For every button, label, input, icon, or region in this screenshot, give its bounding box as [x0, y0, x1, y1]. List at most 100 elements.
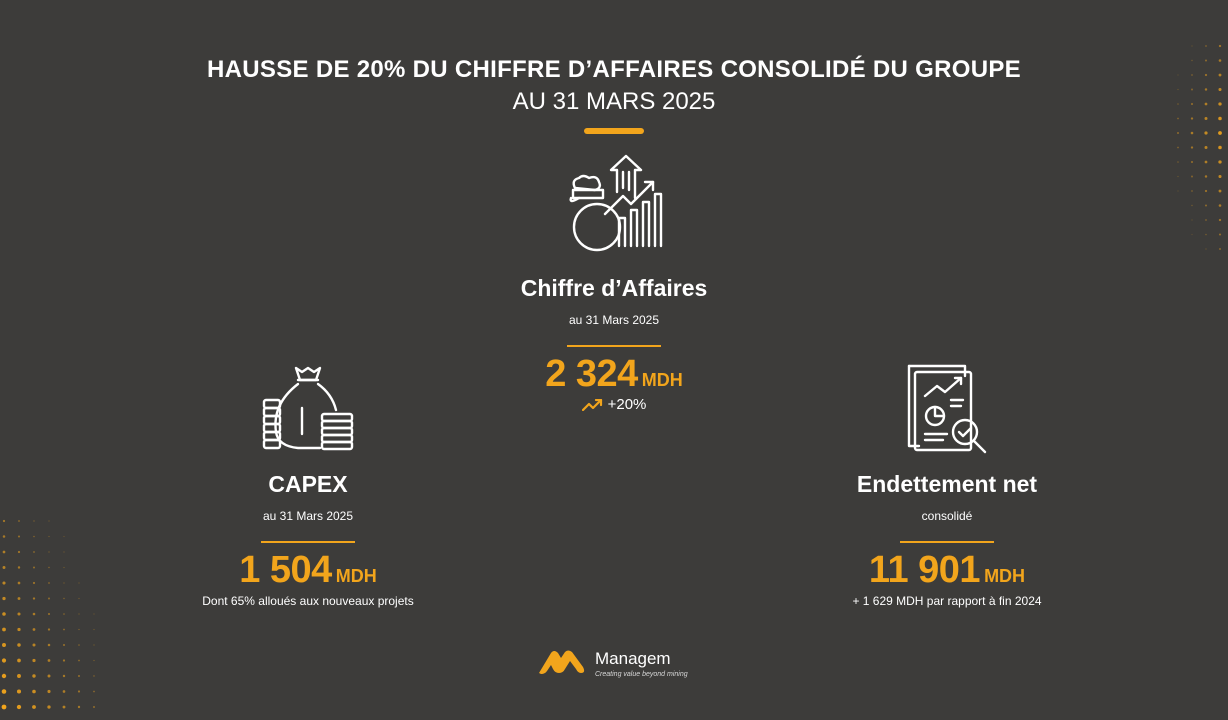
net-debt-value-row: 11 901 MDH: [797, 549, 1097, 592]
decorative-dot: [1191, 74, 1193, 76]
decorative-dot: [1218, 174, 1222, 179]
decorative-dot: [1218, 160, 1222, 164]
decorative-dot: [1218, 218, 1222, 222]
decorative-dot: [47, 643, 51, 647]
decorative-dot: [1191, 88, 1193, 91]
decorative-dot: [32, 612, 36, 616]
decorative-dot: [48, 551, 50, 553]
decorative-dot: [63, 613, 65, 615]
decorative-dot: [93, 659, 95, 662]
decorative-dot: [17, 597, 21, 600]
decorative-dot: [93, 628, 95, 631]
decorative-dot: [32, 628, 36, 631]
capex-value: 1 504: [239, 549, 332, 591]
decorative-dot: [32, 581, 36, 585]
managem-logo: Managem Creating value beyond mining: [537, 645, 697, 685]
decorative-dot: [1218, 44, 1222, 48]
decorative-dot: [48, 520, 50, 522]
decorative-dot: [1177, 117, 1179, 120]
decorative-dot: [1177, 88, 1179, 91]
decorative-dot: [47, 612, 51, 616]
decorative-dot: [1205, 219, 1207, 221]
decorative-dot: [1191, 175, 1193, 178]
decorative-dot: [1204, 73, 1208, 77]
decorative-dot: [93, 613, 95, 615]
decorative-dot: [1218, 204, 1222, 207]
decorative-dot: [32, 597, 36, 600]
decorative-dot: [47, 628, 51, 631]
revenue-subtitle: au 31 Mars 2025: [568, 313, 660, 327]
decorative-dot: [32, 658, 36, 663]
decorative-dot: [17, 535, 21, 538]
capex-value-row: 1 504 MDH: [158, 549, 458, 592]
decorative-dot: [78, 597, 80, 600]
revenue-divider: [567, 345, 661, 347]
decorative-dot: [1219, 248, 1221, 250]
decorative-dot: [48, 597, 50, 600]
decorative-dot: [1191, 233, 1193, 236]
decorative-dot: [1177, 190, 1179, 192]
decorative-dot: [1, 689, 7, 694]
report-magnifier-icon: [797, 360, 1097, 455]
decorative-dot: [33, 535, 35, 538]
decorative-dot: [1205, 45, 1207, 47]
decorative-dot: [1191, 219, 1193, 221]
decorative-dot: [1205, 204, 1207, 207]
decorative-dot: [1177, 175, 1179, 178]
decorative-dot: [93, 644, 95, 646]
decorative-dot: [1218, 102, 1222, 106]
decorative-dot: [93, 690, 95, 693]
decorative-dot: [2, 535, 6, 538]
decorative-dot: [17, 658, 21, 663]
decorative-dot: [2, 581, 6, 585]
decorative-dot: [1218, 145, 1222, 150]
decorative-dot: [2, 519, 6, 523]
decorative-dot: [47, 674, 51, 678]
decorative-dot: [62, 690, 66, 693]
net-debt-divider: [900, 541, 994, 543]
net-debt-subtitle: consolidé: [921, 509, 973, 523]
decorative-dot: [47, 659, 51, 662]
decorative-dot: [63, 566, 65, 569]
money-growth-chart-icon: [414, 150, 814, 255]
capex-unit: MDH: [335, 566, 377, 586]
page-subtitle: AU 31 MARS 2025: [512, 88, 716, 115]
decorative-dot: [2, 550, 6, 554]
decorative-dot: [17, 550, 21, 554]
decorative-dot: [1205, 248, 1207, 250]
decorative-dot: [47, 689, 51, 694]
decorative-dot: [1191, 45, 1193, 47]
page-title: HAUSSE DE 20% DU CHIFFRE D’AFFAIRES CONS…: [207, 56, 1021, 83]
decorative-dot: [77, 690, 81, 693]
decorative-dot: [1177, 132, 1179, 134]
decorative-dot: [1218, 233, 1222, 236]
decorative-dot: [17, 581, 21, 585]
decorative-dot: [1177, 74, 1179, 76]
decorative-dot: [32, 705, 36, 709]
capex-note: Dont 65% alloués aux nouveaux projets: [202, 594, 414, 608]
decorative-dot: [1204, 160, 1208, 164]
decorative-dot: [1, 673, 7, 679]
revenue-growth: +20%: [414, 396, 814, 413]
revenue-value: 2 324: [545, 353, 638, 395]
decorative-dot: [33, 566, 35, 569]
decorative-dot: [32, 689, 36, 694]
revenue-title: Chiffre d’Affaires: [520, 275, 708, 301]
decorative-dot: [32, 643, 36, 647]
decorative-dot: [63, 551, 65, 553]
decorative-dot: [17, 566, 21, 569]
decorative-dot: [1218, 73, 1222, 77]
decorative-dot: [48, 566, 50, 569]
revenue-unit: MDH: [641, 370, 683, 390]
decorative-dot: [1218, 116, 1222, 121]
decorative-dot: [1204, 175, 1208, 178]
decorative-dot: [2, 596, 6, 601]
net-debt-title: Endettement net: [856, 471, 1038, 497]
kpi-revenue: Chiffre d’Affaires au 31 Mars 2025 2 324…: [414, 150, 814, 413]
decorative-dot: [1, 704, 7, 710]
decorative-dot: [17, 643, 21, 647]
decorative-dot: [1191, 190, 1193, 192]
trend-up-icon: [581, 398, 602, 412]
decorative-dot: [1, 658, 7, 663]
decorative-dot: [1204, 102, 1208, 106]
